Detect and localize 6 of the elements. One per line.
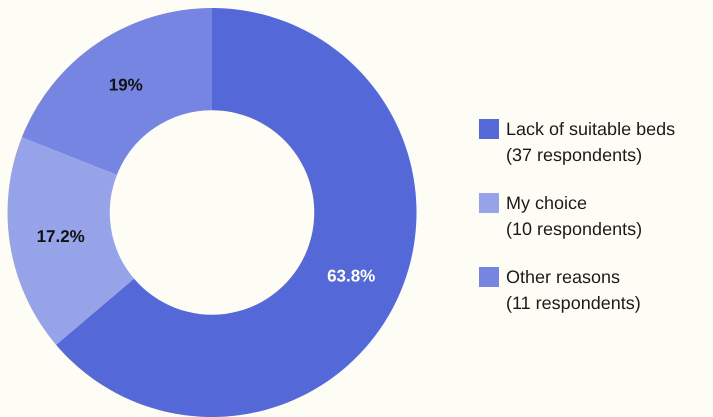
data-label: 17.2% [36,227,85,246]
legend-label: My choice (10 respondents) [506,192,642,241]
legend-label: Lack of suitable beds (37 respondents) [506,118,676,167]
legend-label: Other reasons (11 respondents) [506,266,641,315]
data-label: 63.8% [327,266,376,286]
data-label: 19% [108,75,143,94]
